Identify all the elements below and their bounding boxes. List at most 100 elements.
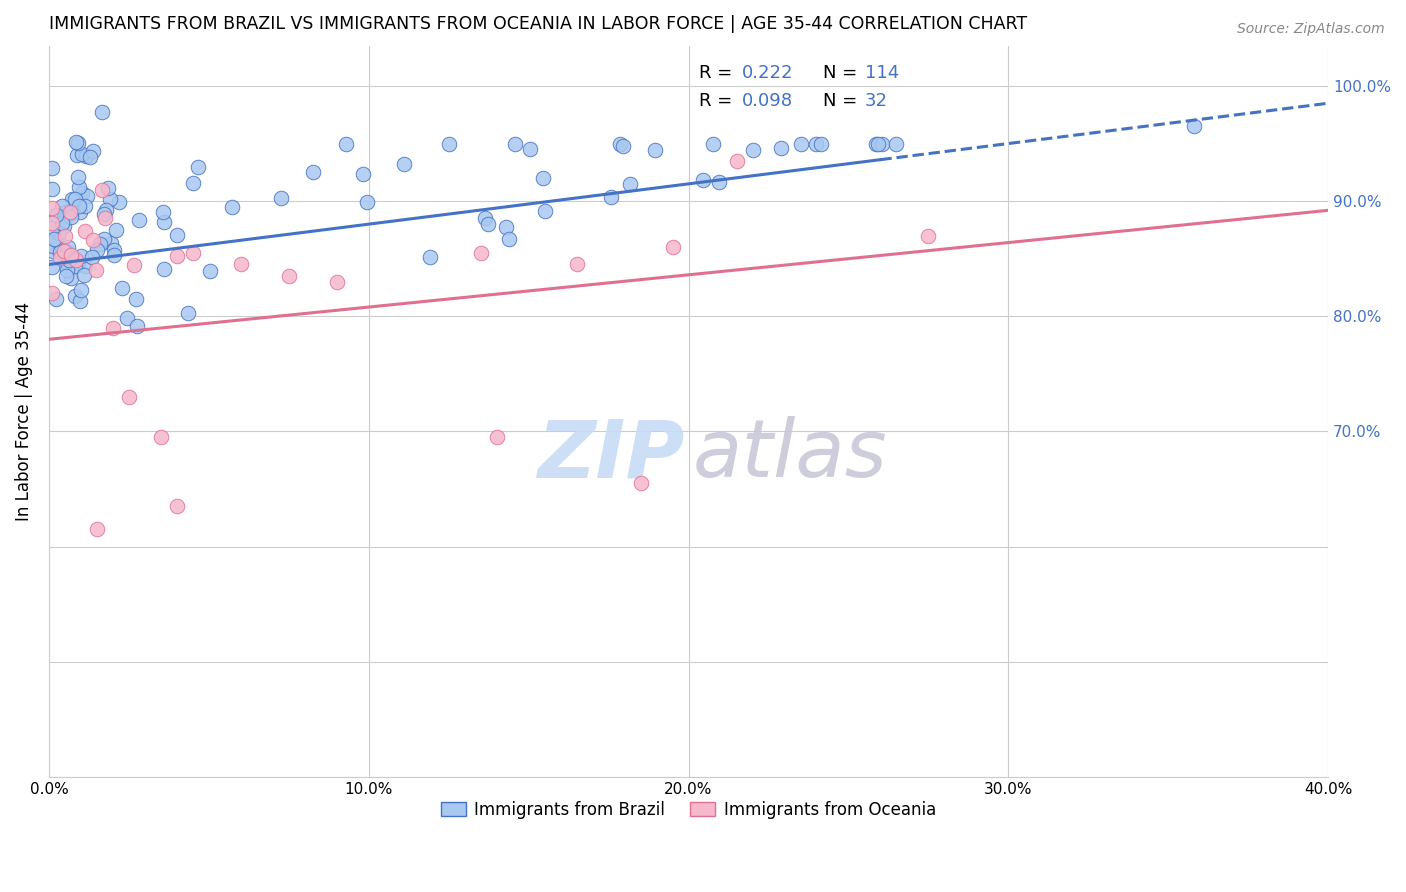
Text: Source: ZipAtlas.com: Source: ZipAtlas.com xyxy=(1237,22,1385,37)
Point xyxy=(55,263,77,277)
Point xyxy=(51,199,73,213)
Point xyxy=(485,430,508,444)
Point xyxy=(128,212,150,227)
Point xyxy=(474,211,496,225)
Point xyxy=(69,294,91,309)
Point xyxy=(917,228,939,243)
Point xyxy=(72,146,94,161)
Point xyxy=(80,250,103,264)
Point xyxy=(55,245,77,260)
Point xyxy=(166,500,188,514)
Point xyxy=(45,232,67,246)
Point xyxy=(63,289,86,303)
Point xyxy=(75,149,97,163)
Point xyxy=(1182,120,1205,134)
Point xyxy=(531,170,554,185)
Point xyxy=(661,240,683,254)
Text: 0.222: 0.222 xyxy=(742,63,794,82)
Point xyxy=(419,250,441,264)
Point xyxy=(49,245,72,260)
Point xyxy=(53,244,76,259)
Text: atlas: atlas xyxy=(692,417,887,494)
Point xyxy=(619,178,641,192)
Point xyxy=(149,430,172,444)
Point xyxy=(42,232,65,246)
Point xyxy=(41,201,63,215)
Point xyxy=(702,136,724,151)
Point xyxy=(60,270,83,285)
Point xyxy=(45,292,67,306)
Point xyxy=(103,248,125,262)
Point xyxy=(104,223,127,237)
Point xyxy=(53,229,76,244)
Point xyxy=(41,239,63,253)
Point xyxy=(56,256,79,270)
Point xyxy=(41,216,63,230)
Point xyxy=(644,144,666,158)
Point xyxy=(42,244,65,258)
Point xyxy=(115,310,138,325)
Point xyxy=(89,237,111,252)
Point xyxy=(63,193,86,207)
Point xyxy=(73,268,96,282)
Point xyxy=(93,207,115,221)
Point xyxy=(707,175,730,189)
Point xyxy=(91,104,114,119)
Point xyxy=(152,205,174,219)
Point xyxy=(60,211,83,225)
Point xyxy=(73,199,96,213)
Text: N =: N = xyxy=(823,63,863,82)
Point xyxy=(66,147,89,161)
Point xyxy=(692,173,714,187)
Point xyxy=(101,320,124,334)
Point xyxy=(103,243,125,257)
Point xyxy=(870,136,893,151)
Point xyxy=(51,216,73,230)
Point xyxy=(67,170,90,185)
Point xyxy=(45,209,67,223)
Point xyxy=(56,240,79,254)
Point xyxy=(93,232,115,246)
Point xyxy=(82,144,104,158)
Text: N =: N = xyxy=(823,92,863,110)
Text: 32: 32 xyxy=(865,92,889,110)
Point xyxy=(725,153,748,168)
Point xyxy=(73,259,96,273)
Point xyxy=(41,221,63,235)
Point xyxy=(86,243,108,257)
Point xyxy=(356,194,378,209)
Point xyxy=(65,259,87,273)
Legend: Immigrants from Brazil, Immigrants from Oceania: Immigrants from Brazil, Immigrants from … xyxy=(433,792,945,827)
Point xyxy=(565,257,588,271)
Point xyxy=(153,262,176,277)
Point xyxy=(79,150,101,164)
Point xyxy=(59,205,82,219)
Point xyxy=(58,252,80,267)
Point xyxy=(67,179,90,194)
Point xyxy=(439,136,461,151)
Point xyxy=(66,255,89,269)
Point xyxy=(498,232,520,246)
Point xyxy=(884,136,907,151)
Point xyxy=(198,264,221,278)
Point xyxy=(519,142,541,156)
Point xyxy=(70,283,93,297)
Point xyxy=(277,268,299,283)
Point xyxy=(76,189,98,203)
Point xyxy=(609,136,631,151)
Point xyxy=(65,135,87,149)
Point xyxy=(612,138,634,153)
Point xyxy=(868,136,890,151)
Point xyxy=(90,183,112,197)
Point xyxy=(86,522,108,536)
Point xyxy=(177,306,200,320)
Point xyxy=(495,220,517,235)
Point xyxy=(865,136,887,151)
Point xyxy=(790,136,813,151)
Point xyxy=(94,202,117,217)
Text: IMMIGRANTS FROM BRAZIL VS IMMIGRANTS FROM OCEANIA IN LABOR FORCE | AGE 35-44 COR: IMMIGRANTS FROM BRAZIL VS IMMIGRANTS FRO… xyxy=(49,15,1028,33)
Point xyxy=(352,167,374,181)
Point xyxy=(166,250,188,264)
Point xyxy=(153,215,176,229)
Point xyxy=(100,235,122,250)
